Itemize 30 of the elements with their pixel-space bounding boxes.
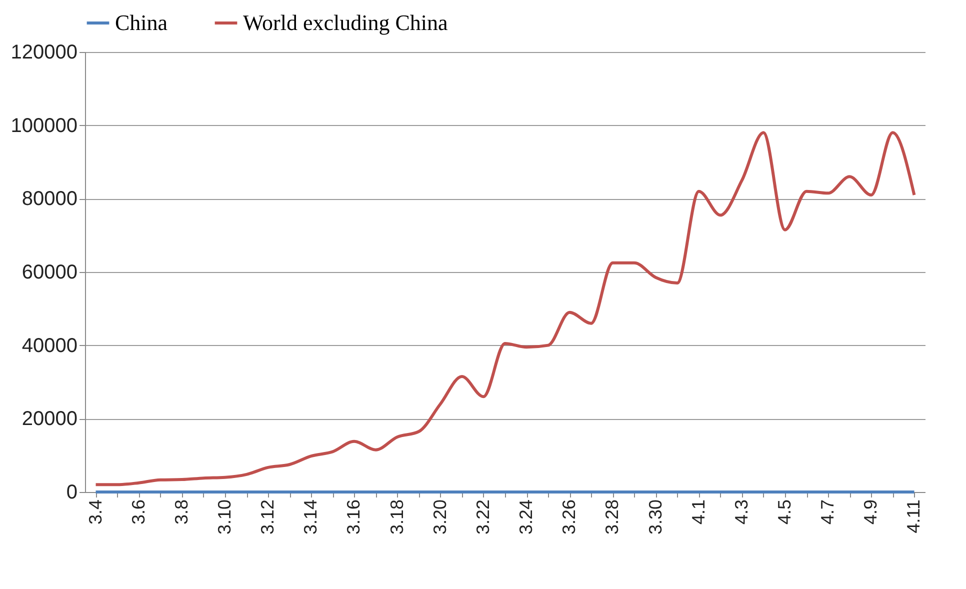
x-tick-label: 3.24: [516, 500, 536, 535]
x-tick-label: 4.1: [688, 500, 708, 525]
line-series: [94, 131, 916, 486]
x-tick-label: 4.5: [774, 500, 794, 525]
y-tick-label: 120000: [10, 42, 78, 64]
x-tick-label: 3.12: [258, 500, 278, 535]
x-tick-label: 3.10: [214, 500, 234, 535]
x-tick-label: 3.6: [128, 500, 148, 525]
x-tick-label: 3.16: [344, 500, 364, 535]
legend-label: World excluding China: [243, 10, 448, 35]
x-tick-label: 3.22: [472, 500, 493, 535]
y-tick-label: 60000: [22, 262, 78, 284]
y-tick-label: 100000: [10, 114, 78, 137]
x-tick-label: 3.8: [171, 500, 192, 525]
x-tick-label: 4.7: [818, 500, 838, 525]
legend-label: China: [115, 10, 168, 35]
x-tick-label: 3.14: [300, 500, 321, 535]
x-tick-label: 4.3: [731, 500, 752, 525]
x-tick-label: 3.18: [386, 500, 407, 535]
x-tick-label: 4.9: [860, 500, 881, 525]
x-tick-label: 4.11: [904, 500, 924, 534]
y-tick-label: 0: [66, 482, 78, 504]
y-tick-label: 40000: [22, 334, 78, 357]
x-tick-label: 3.30: [645, 500, 666, 535]
x-tick-label: 3.28: [602, 500, 622, 535]
y-tick-label: 20000: [22, 408, 78, 430]
y-tick-label: 80000: [22, 188, 78, 210]
x-tick-label: 3.26: [559, 500, 580, 535]
x-tick-label: 3.4: [85, 500, 106, 525]
x-tick-label: 3.20: [430, 500, 450, 535]
